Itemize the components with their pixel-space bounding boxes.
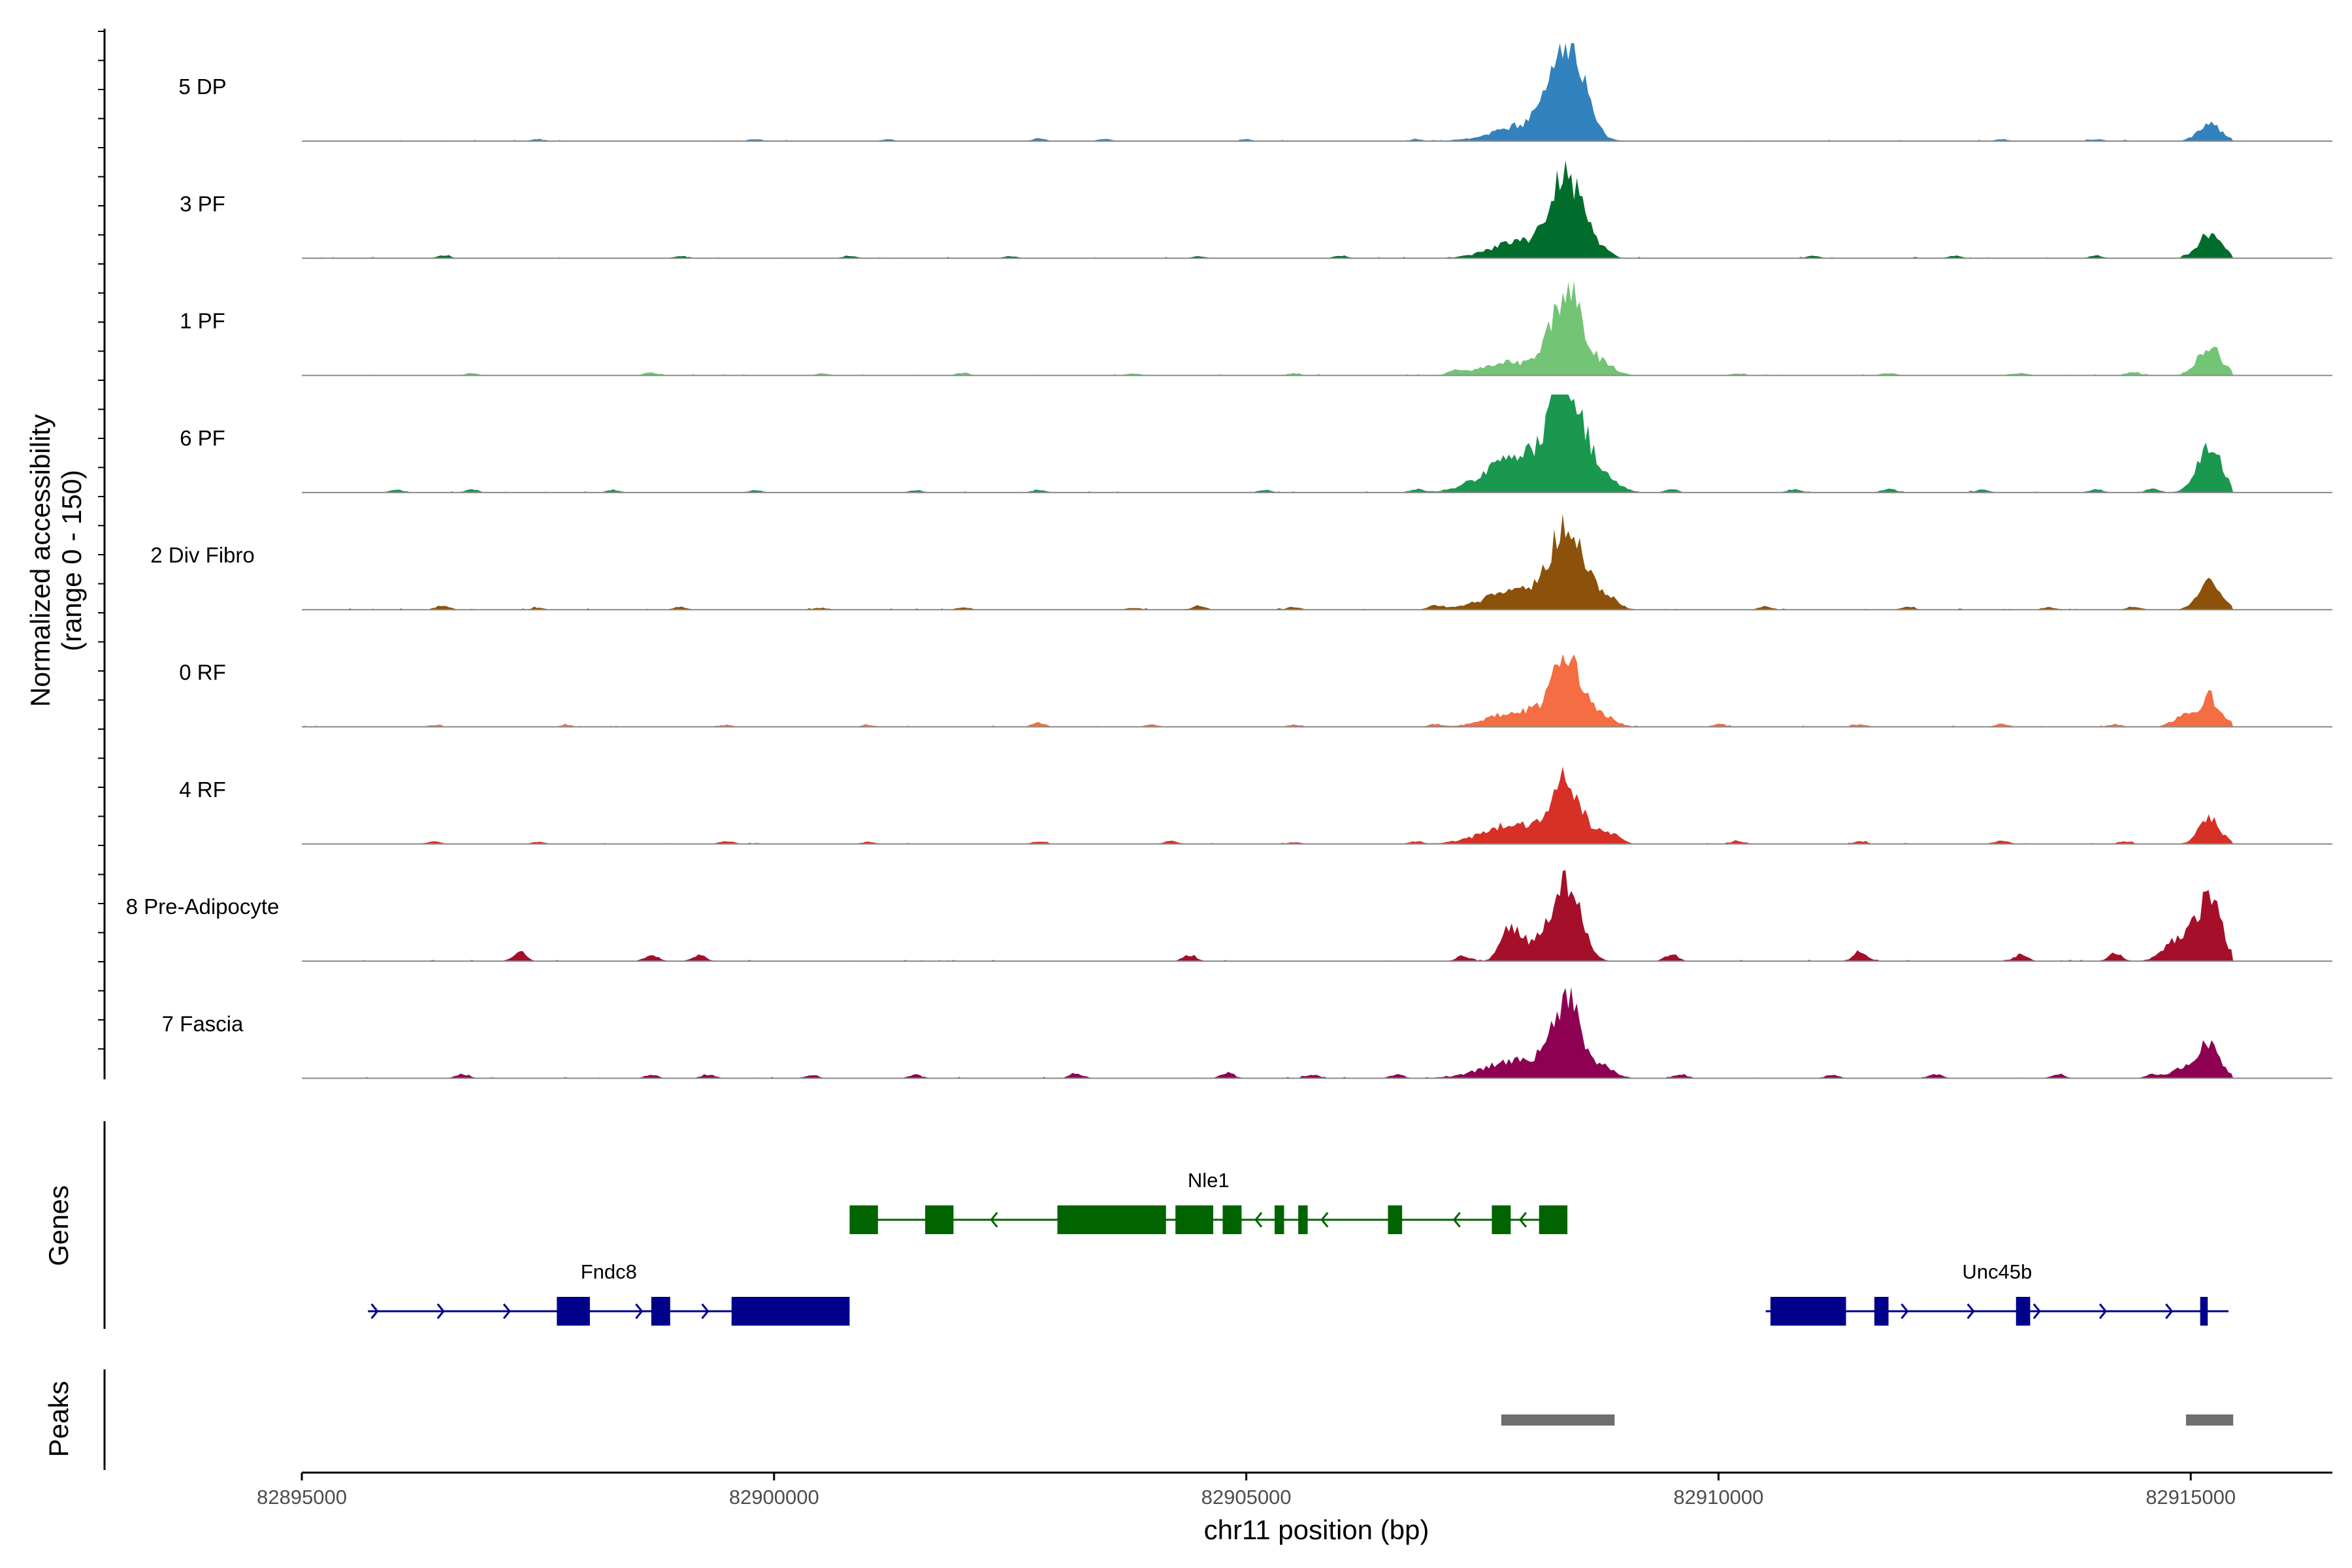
coverage-area	[302, 281, 2234, 376]
peak-region	[2185, 1414, 2234, 1426]
x-axis-title: chr11 position (bp)	[1204, 1514, 1429, 1545]
gene-exon	[1175, 1205, 1213, 1234]
coverage-track: 1 PF	[180, 281, 2332, 376]
peaks-axis-title: Peaks	[43, 1381, 74, 1458]
gene-exon	[925, 1205, 954, 1234]
strand-arrow	[502, 1303, 511, 1319]
gene-model: Fndc8	[368, 1260, 850, 1326]
gene-exon	[1298, 1205, 1308, 1234]
coverage-area	[302, 394, 2234, 493]
coverage-track: 5 DP	[178, 43, 2332, 142]
strand-arrow	[1452, 1212, 1461, 1228]
x-tick-label: 82905000	[1201, 1486, 1292, 1509]
strand-arrow	[370, 1303, 379, 1319]
gene-exon	[1274, 1205, 1284, 1234]
track-label: 0 RF	[179, 661, 226, 685]
coverage-area	[302, 160, 2234, 259]
coverage-axis-title-line2: (range 0 - 150)	[56, 470, 87, 651]
coverage-track: 4 RF	[179, 766, 2332, 845]
gene-models: Nle1 Fndc8 Unc45b	[368, 1169, 2229, 1326]
gene-exon	[1539, 1205, 1568, 1234]
gene-exon	[849, 1205, 878, 1234]
coverage-area	[302, 654, 2234, 727]
track-label: 1 PF	[180, 309, 225, 333]
coverage-track: 6 PF	[180, 394, 2332, 493]
strand-arrow	[2033, 1303, 2041, 1319]
coverage-area	[302, 870, 2234, 962]
coverage-area	[302, 43, 2234, 141]
x-axis: 82895000 82900000 82905000 82910000 82915000	[257, 1471, 2332, 1509]
gene-exon	[651, 1297, 670, 1326]
gene-model: Unc45b	[1765, 1260, 2229, 1326]
strand-arrow	[1901, 1303, 1909, 1319]
gene-model: Nle1	[849, 1169, 1568, 1234]
gene-exon	[1770, 1297, 1846, 1326]
strand-arrow	[990, 1212, 998, 1228]
gene-exon	[1492, 1205, 1511, 1234]
strand-arrow	[436, 1303, 445, 1319]
coverage-track: 3 PF	[180, 160, 2332, 259]
x-tick-label: 82915000	[2146, 1486, 2236, 1509]
x-tick-label: 82895000	[257, 1486, 347, 1509]
track-label: 4 RF	[179, 777, 226, 802]
coverage-axis-title-line1: Normalized accessibility	[25, 414, 56, 707]
coverage-track: 2 Div Fibro	[150, 514, 2332, 611]
gene-exon	[557, 1297, 590, 1326]
coverage-area	[302, 514, 2234, 610]
coverage-track: 7 Fascia	[162, 987, 2332, 1079]
gene-exon	[2200, 1297, 2208, 1326]
strand-arrow	[1967, 1303, 1975, 1319]
gene-exon	[1057, 1205, 1166, 1234]
strand-arrow	[1320, 1212, 1329, 1228]
strand-arrow	[635, 1303, 644, 1319]
genes-axis-title: Genes	[43, 1185, 74, 1266]
gene-label: Unc45b	[1962, 1260, 2032, 1283]
gene-exon	[2016, 1297, 2031, 1326]
coverage-area	[302, 987, 2234, 1079]
track-label: 5 DP	[178, 74, 226, 99]
coverage-track: 0 RF	[179, 654, 2332, 728]
gene-label: Nle1	[1188, 1169, 1230, 1192]
track-label: 6 PF	[180, 426, 225, 450]
strand-arrow	[701, 1303, 710, 1319]
strand-arrow	[2165, 1303, 2174, 1319]
gene-exon	[1222, 1205, 1242, 1234]
gene-exon	[1874, 1297, 1889, 1326]
gene-label: Fndc8	[581, 1260, 637, 1283]
gene-exon	[1388, 1205, 1403, 1234]
strand-arrow	[2099, 1303, 2107, 1319]
coverage-tracks: 5 DP 3 PF 1 PF 6 PF 2 Div Fibro 0 RF 4 RF 8 Pre…	[126, 43, 2332, 1079]
strand-arrow	[1254, 1212, 1263, 1228]
x-tick-label: 82900000	[729, 1486, 819, 1509]
x-tick-label: 82910000	[1673, 1486, 1763, 1509]
track-label: 7 Fascia	[162, 1011, 244, 1036]
strand-arrow	[1518, 1212, 1527, 1228]
track-label: 8 Pre-Adipocyte	[126, 894, 280, 919]
coverage-track: 8 Pre-Adipocyte	[126, 870, 2332, 962]
track-label: 2 Div Fibro	[150, 543, 255, 567]
track-label: 3 PF	[180, 191, 225, 216]
coverage-y-axis	[98, 29, 106, 1079]
coverage-area	[302, 766, 2234, 844]
peak-region	[1501, 1414, 1615, 1426]
peak-regions	[1501, 1414, 2234, 1426]
gene-exon	[731, 1297, 850, 1326]
